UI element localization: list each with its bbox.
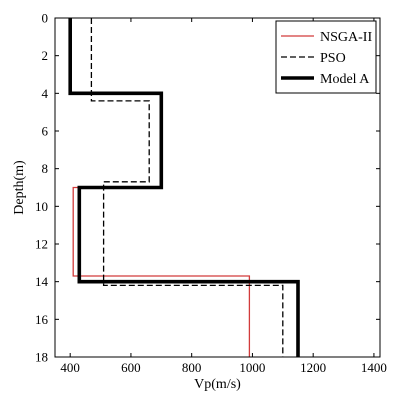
- plot-frame: [54, 17, 381, 358]
- y-tick-label-6: 6: [42, 124, 49, 139]
- y-tick-label-16: 16: [35, 312, 49, 327]
- x-axis-title: Vp(m/s): [194, 377, 241, 392]
- y-tick-label-10: 10: [35, 199, 48, 214]
- x-tick-label-400: 400: [60, 360, 80, 375]
- legend-label-3: Model A: [320, 72, 370, 87]
- y-tick-label-4: 4: [42, 86, 49, 101]
- y-tick-label-2: 2: [42, 48, 49, 63]
- y-tick-label-18: 18: [35, 350, 48, 365]
- y-tick-label-8: 8: [42, 161, 49, 176]
- series-line-pso: [90, 18, 284, 357]
- x-tick-label-600: 600: [121, 360, 141, 375]
- y-tick-label-14: 14: [35, 274, 49, 289]
- y-tick-label-0: 0: [42, 11, 49, 26]
- x-tick-label-1200: 1200: [300, 360, 326, 375]
- plot-border: [54, 17, 381, 358]
- series-layer: [68, 18, 300, 357]
- tick-labels: 400 600 800 1000 1200 1400 0 2 4 6 8 10 12 14 16 18: [35, 11, 387, 376]
- legend-label-2: PSO: [320, 51, 346, 66]
- y-axis-title: Depth(m): [12, 160, 27, 215]
- legend: NSGA-II PSO Model A: [275, 20, 377, 94]
- tick-marks: [55, 17, 380, 358]
- legend-label-1: NSGA-II: [320, 30, 372, 45]
- x-tick-label-1400: 1400: [361, 360, 387, 375]
- x-tick-label-800: 800: [182, 360, 202, 375]
- x-tick-label-1000: 1000: [239, 360, 265, 375]
- series-line-model-a: [68, 18, 300, 357]
- y-tick-label-12: 12: [35, 237, 48, 252]
